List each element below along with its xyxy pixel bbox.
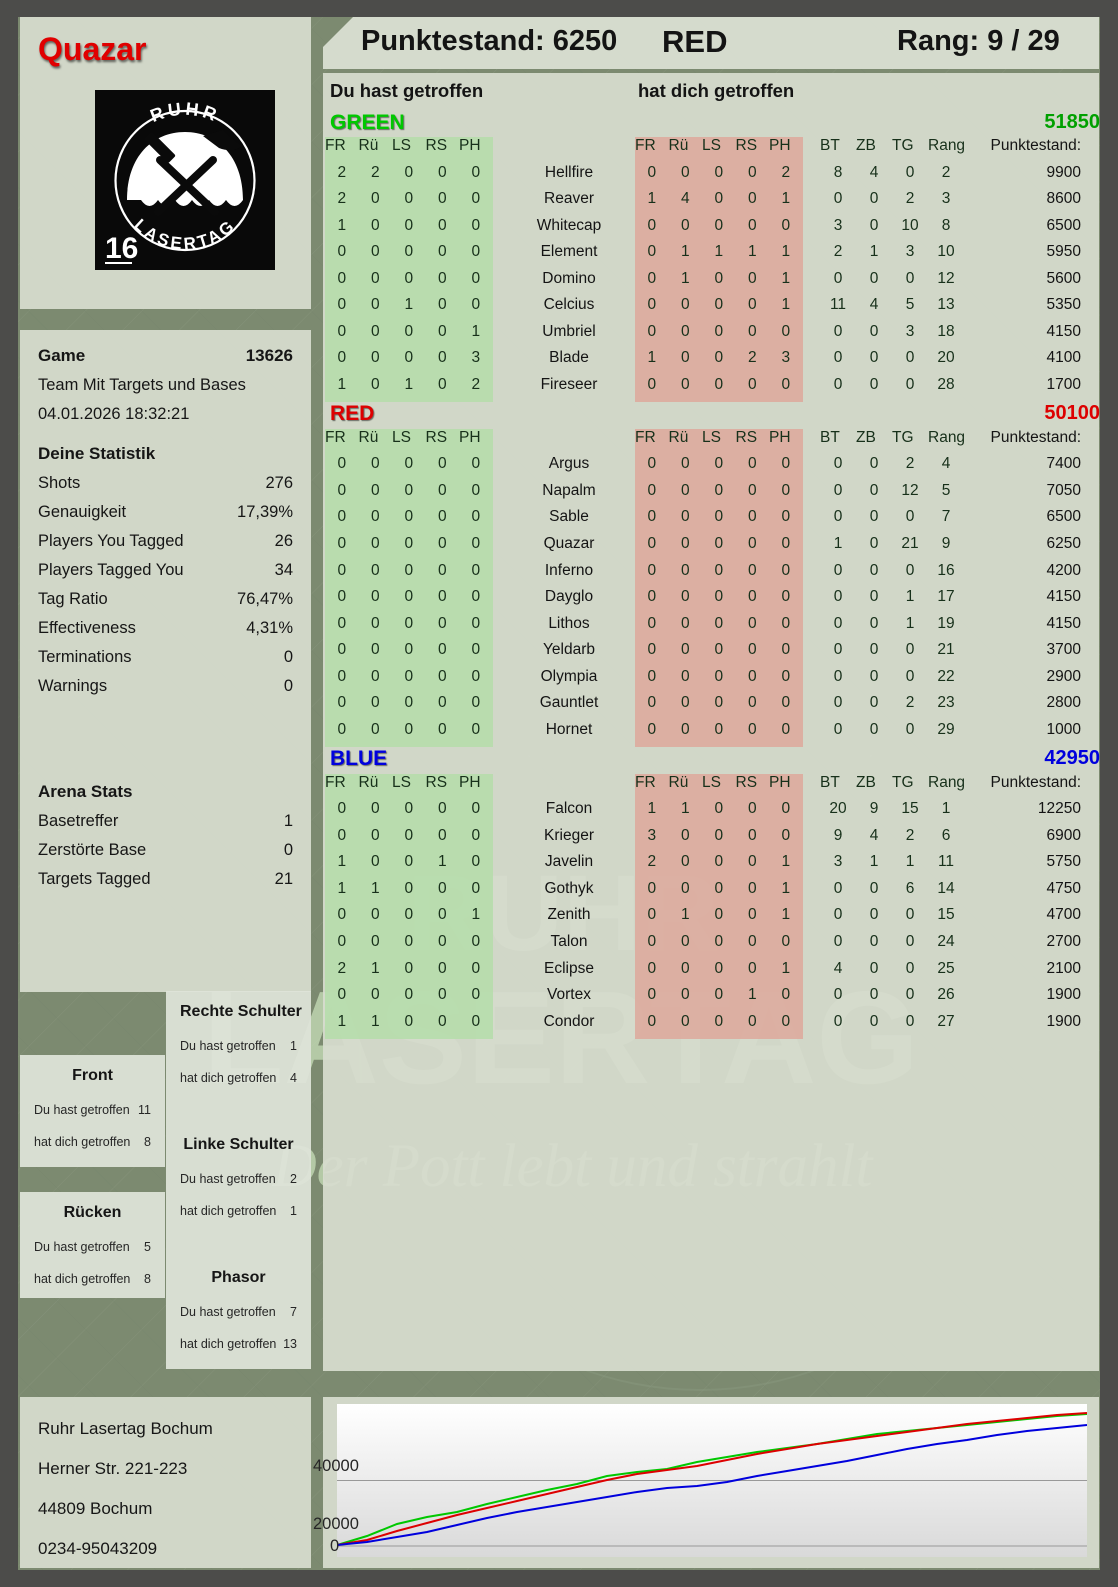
svg-text:16: 16	[105, 232, 138, 265]
